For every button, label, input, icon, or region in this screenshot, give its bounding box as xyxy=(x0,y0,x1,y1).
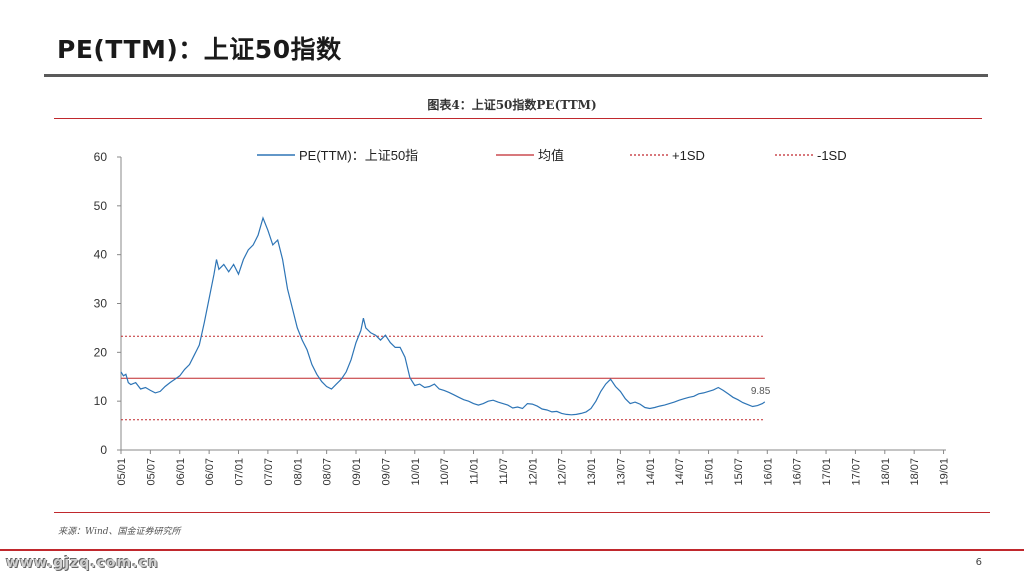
end-value-label: 9.85 xyxy=(751,386,771,397)
x-tick-label: 09/07 xyxy=(380,458,392,486)
y-tick-label: 0 xyxy=(100,443,107,457)
source-note: 来源：Wind、国金证券研究所 xyxy=(58,527,181,537)
x-tick-label: 15/07 xyxy=(733,458,745,486)
chart-series: 9.85 xyxy=(120,216,771,416)
x-tick-label: 07/07 xyxy=(263,458,275,486)
footer-bar: www.gjzq.com.cn 6 xyxy=(0,549,1024,576)
footer-url: www.gjzq.com.cn xyxy=(6,555,159,571)
y-tick-label: 10 xyxy=(94,394,108,408)
series-line-pe-ttm xyxy=(120,216,766,416)
legend-label: -1SD xyxy=(817,148,847,163)
source-divider xyxy=(54,512,990,513)
legend-label: +1SD xyxy=(672,148,705,163)
x-tick-label: 11/01 xyxy=(469,458,481,485)
x-tick-label: 12/01 xyxy=(527,458,539,486)
y-tick-label: 30 xyxy=(94,297,108,311)
x-tick-label: 06/07 xyxy=(204,458,216,486)
legend-label: 均值 xyxy=(538,148,564,163)
caption-divider xyxy=(54,118,982,119)
page-number: 6 xyxy=(975,557,982,568)
x-tick-label: 18/01 xyxy=(880,458,892,486)
x-tick-label: 12/07 xyxy=(557,458,569,486)
footer-divider xyxy=(0,549,1024,551)
x-tick-label: 19/01 xyxy=(939,458,951,486)
chart-reference-lines xyxy=(121,335,765,421)
x-tick-label: 13/07 xyxy=(615,458,627,486)
x-tick-label: 11/07 xyxy=(498,458,510,485)
y-tick-label: 50 xyxy=(94,199,108,213)
slide-title: PE(TTM)：上证50指数 xyxy=(57,35,342,64)
x-tick-label: 15/01 xyxy=(704,458,716,486)
x-tick-label: 07/01 xyxy=(234,458,246,486)
x-tick-label: 16/07 xyxy=(792,458,804,486)
title-divider xyxy=(44,74,988,77)
y-tick-label: 40 xyxy=(94,248,108,262)
chart-legend: PE(TTM)：上证50指 均值 +1SD -1SD xyxy=(257,148,847,163)
x-tick-label: 08/07 xyxy=(322,458,334,486)
x-tick-label: 14/07 xyxy=(674,458,686,486)
x-tick-label: 06/01 xyxy=(175,458,187,486)
y-tick-label: 60 xyxy=(94,150,108,164)
x-tick-label: 16/01 xyxy=(762,458,774,486)
legend-label: PE(TTM)：上证50指 xyxy=(299,148,418,163)
x-tick-label: 10/01 xyxy=(410,458,422,486)
x-tick-label: 14/01 xyxy=(645,458,657,486)
x-tick-label: 08/01 xyxy=(292,458,304,486)
x-tick-label: 17/07 xyxy=(850,458,862,486)
x-tick-label: 10/07 xyxy=(439,458,451,486)
chart-axes: 0 10 20 30 40 50 60 05/01 05/07 06/01 06/07 07/01 07… xyxy=(94,150,951,486)
x-tick-label: 09/01 xyxy=(351,458,363,486)
x-tick-label: 05/07 xyxy=(145,458,157,486)
x-tick-label: 18/07 xyxy=(909,458,921,486)
y-tick-label: 20 xyxy=(94,345,108,359)
x-tick-label: 17/01 xyxy=(821,458,833,486)
x-tick-label: 05/01 xyxy=(116,458,128,486)
x-tick-label: 13/01 xyxy=(586,458,598,486)
figure-caption: 图表4：上证50指数PE(TTM) xyxy=(427,98,597,112)
